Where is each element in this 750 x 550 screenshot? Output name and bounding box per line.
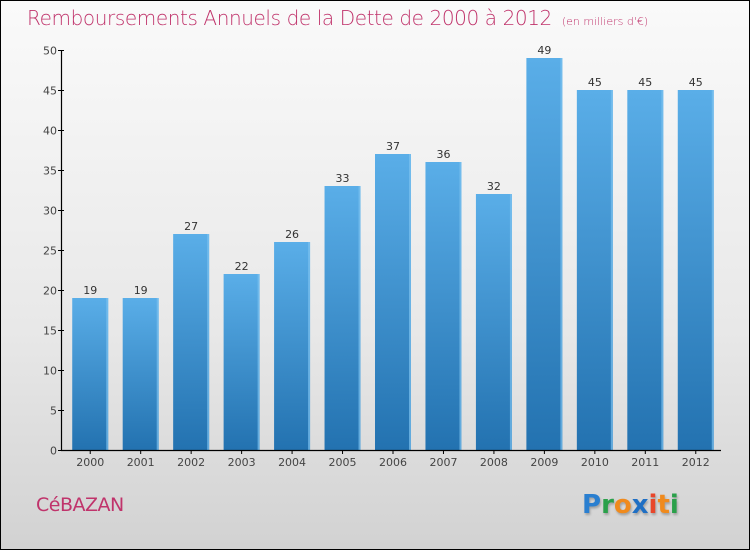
logo-letter: o: [613, 490, 632, 520]
chart-title: Remboursements Annuels de la Dette de 20…: [27, 6, 648, 30]
bar-highlight: [207, 234, 210, 450]
x-tick-label: 2008: [480, 456, 508, 469]
logo-letter: x: [631, 490, 649, 520]
value-label: 27: [184, 220, 198, 233]
bar-highlight: [459, 162, 462, 450]
bar-2003: [223, 274, 260, 450]
bar-highlight: [610, 90, 613, 450]
bar-highlight: [358, 186, 361, 450]
logo-letter: i: [669, 490, 679, 520]
axes-group: 2000 2001 2002 2003 2004 2005 2006 2007 2008 2009…: [43, 45, 721, 469]
value-label: 36: [436, 148, 450, 161]
logo-letter: t: [657, 490, 670, 520]
bar-highlight: [560, 58, 563, 450]
y-tick-label: 45: [43, 85, 57, 98]
bar-highlight: [308, 242, 311, 450]
commune-name: CéBAZAN: [36, 494, 124, 516]
bar-2008: [475, 194, 512, 450]
bar-2004: [274, 242, 311, 450]
bar-2011: [627, 90, 664, 450]
value-label: 33: [336, 172, 350, 185]
y-tick-label: 35: [43, 165, 57, 178]
y-tick-label: 5: [50, 405, 57, 418]
x-tick-label: 2003: [228, 456, 256, 469]
x-tick-label: 2000: [76, 456, 104, 469]
title-unit: (en milliers d'€): [561, 15, 649, 28]
value-label: 22: [235, 260, 249, 273]
value-label: 49: [537, 44, 551, 57]
value-label: 45: [689, 76, 703, 89]
bar-2009: [526, 58, 563, 450]
bar-highlight: [409, 154, 411, 450]
bar-2000: [72, 298, 109, 450]
x-tick-label: 2004: [278, 456, 306, 469]
bar-highlight: [509, 194, 512, 450]
proxiti-logo[interactable]: Proxiti: [582, 490, 679, 520]
y-tick-label: 15: [43, 325, 57, 338]
value-label: 45: [638, 76, 652, 89]
bar-2007: [425, 162, 462, 450]
bar-highlight: [106, 298, 109, 450]
bar-highlight: [711, 90, 714, 450]
y-tick-label: 40: [43, 125, 57, 138]
y-tick-label: 25: [43, 245, 57, 258]
bar-highlight: [257, 274, 260, 450]
y-tick-label: 50: [43, 45, 57, 58]
value-label: 26: [285, 228, 299, 241]
value-label: 37: [386, 140, 400, 153]
title-text: Remboursements Annuels de la Dette de 20…: [27, 6, 552, 30]
y-tick-label: 10: [43, 365, 57, 378]
logo-letter: i: [648, 490, 658, 520]
y-tick-label: 20: [43, 285, 57, 298]
bar-highlight: [156, 298, 159, 450]
bar-2002: [173, 234, 210, 450]
logo-letter: r: [601, 490, 614, 520]
logo-letter: P: [582, 490, 602, 520]
x-tick-label: 2005: [329, 456, 357, 469]
x-tick-label: 2012: [682, 456, 710, 469]
bar-2012: [677, 90, 714, 450]
x-tick-label: 2001: [127, 456, 155, 469]
x-tick-label: 2007: [429, 456, 457, 469]
bar-2005: [324, 186, 361, 450]
y-tick-label: 0: [50, 445, 57, 458]
x-tick-label: 2002: [177, 456, 205, 469]
x-tick-label: 2011: [631, 456, 659, 469]
bar-2001: [122, 298, 159, 450]
value-label: 45: [588, 76, 602, 89]
x-tick-label: 2009: [530, 456, 558, 469]
y-tick-label: 30: [43, 205, 57, 218]
x-tick-label: 2010: [581, 456, 609, 469]
value-label: 32: [487, 180, 501, 193]
bars-group: [72, 58, 714, 450]
bar-2006: [375, 154, 411, 450]
bar-2010: [576, 90, 613, 450]
value-label: 19: [83, 284, 97, 297]
value-labels-group: 19 19 27 22 26 33 37 36 32 49 45 45 45: [83, 44, 703, 297]
bar-highlight: [661, 90, 664, 450]
x-tick-label: 2006: [379, 456, 407, 469]
value-label: 19: [134, 284, 148, 297]
